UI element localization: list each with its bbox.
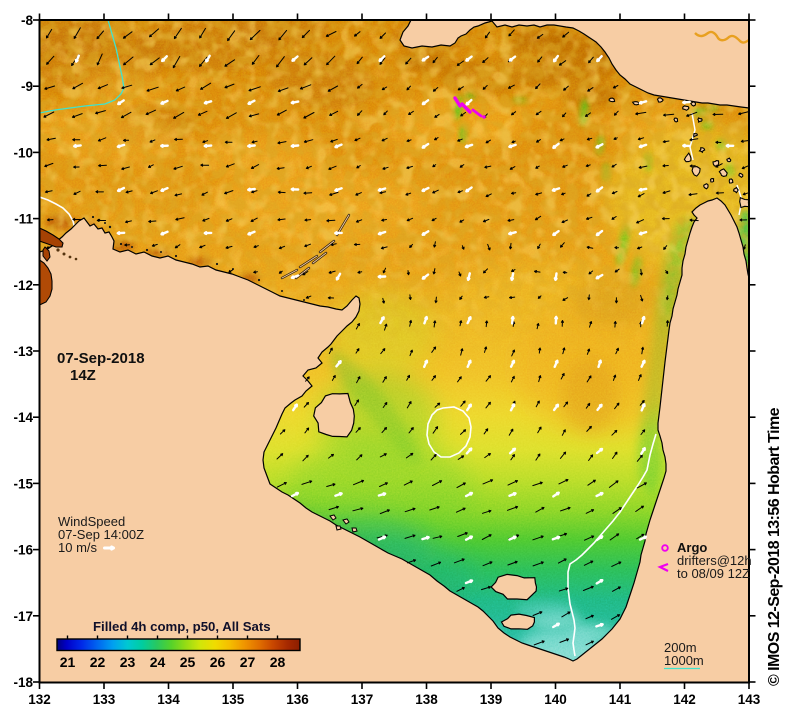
svg-text:10 m/s: 10 m/s	[58, 540, 98, 555]
svg-text:200m: 200m	[664, 640, 697, 655]
svg-text:134: 134	[157, 692, 180, 707]
svg-text:23: 23	[120, 654, 136, 670]
svg-text:14Z: 14Z	[70, 367, 96, 384]
svg-text:133: 133	[93, 692, 116, 707]
svg-text:© IMOS 12-Sep-2018 13:56 Hobar: © IMOS 12-Sep-2018 13:56 Hobart Time	[766, 407, 783, 686]
svg-text:140: 140	[544, 692, 567, 707]
svg-text:-12: -12	[13, 278, 33, 293]
svg-text:drifters@12h: drifters@12h	[677, 553, 752, 568]
svg-text:Argo: Argo	[677, 540, 707, 555]
svg-text:142: 142	[673, 692, 696, 707]
svg-text:28: 28	[270, 654, 286, 670]
svg-text:to 08/09 12Z: to 08/09 12Z	[677, 566, 750, 581]
svg-text:-18: -18	[13, 675, 33, 690]
svg-text:141: 141	[609, 692, 632, 707]
svg-text:132: 132	[28, 692, 51, 707]
svg-text:-10: -10	[13, 145, 33, 160]
svg-text:139: 139	[480, 692, 503, 707]
svg-text:138: 138	[415, 692, 438, 707]
svg-text:22: 22	[90, 654, 106, 670]
svg-text:21: 21	[60, 654, 76, 670]
svg-text:-14: -14	[13, 410, 33, 425]
svg-text:143: 143	[738, 692, 761, 707]
svg-text:-8: -8	[21, 13, 33, 28]
svg-text:24: 24	[150, 654, 166, 670]
svg-text:07-Sep-2018: 07-Sep-2018	[57, 350, 145, 367]
svg-text:136: 136	[286, 692, 309, 707]
svg-text:WindSpeed: WindSpeed	[58, 514, 125, 529]
svg-text:07-Sep 14:00Z: 07-Sep 14:00Z	[58, 527, 144, 542]
svg-text:Filled 4h comp, p50, All Sats: Filled 4h comp, p50, All Sats	[93, 619, 271, 634]
svg-text:1000m: 1000m	[664, 653, 704, 668]
svg-text:26: 26	[210, 654, 226, 670]
svg-text:-16: -16	[13, 543, 33, 558]
svg-text:-9: -9	[21, 79, 33, 94]
svg-text:-17: -17	[13, 609, 33, 624]
svg-text:137: 137	[351, 692, 374, 707]
svg-text:27: 27	[240, 654, 256, 670]
svg-text:135: 135	[222, 692, 245, 707]
svg-text:-13: -13	[13, 344, 33, 359]
svg-text:-15: -15	[13, 476, 33, 491]
svg-text:-11: -11	[14, 212, 33, 227]
svg-text:25: 25	[180, 654, 196, 670]
